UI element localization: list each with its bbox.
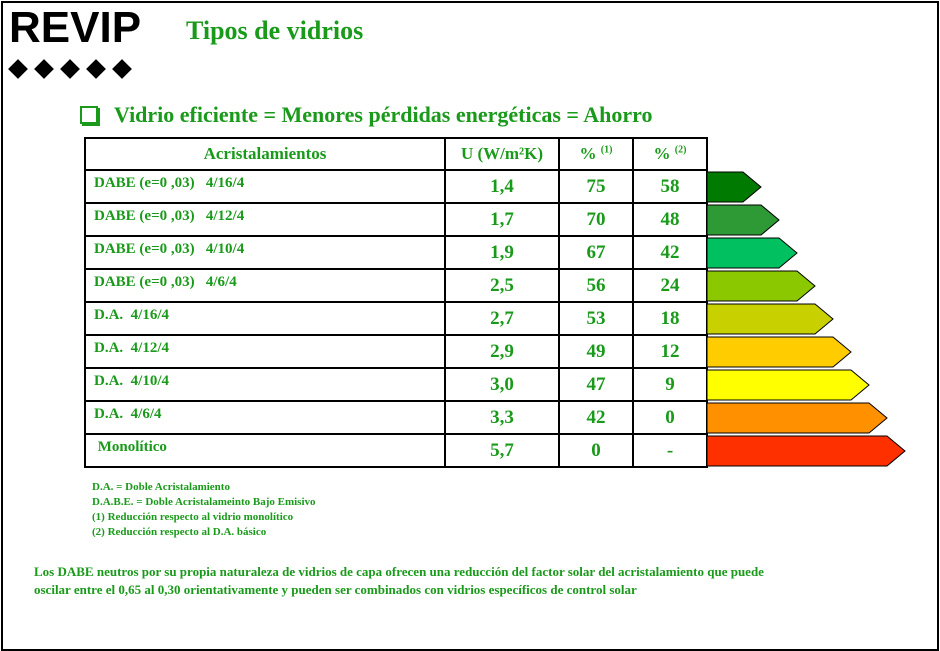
percent-2-cell: 48 (632, 202, 708, 237)
percent-1-cell: 0 (558, 433, 634, 468)
header-u-value: U (W/m²K) (444, 137, 560, 171)
note-da: D.A. = Doble Acristalamiento (92, 481, 230, 493)
u-value-cell: 2,5 (444, 268, 560, 303)
header-percent-1-note: (1) (600, 144, 613, 156)
energy-arrow (706, 237, 798, 269)
header-percent-1-text: % (579, 144, 597, 163)
glazing-name-cell: DABE (e=0 ,03) 4/16/4 (84, 169, 446, 204)
table-header-row: Acristalamientos U (W/m²K) % (1) % (2) (84, 137, 708, 171)
table-row: D.A. 4/16/4 2,7 53 18 (84, 301, 708, 336)
percent-1-cell: 53 (558, 301, 634, 336)
glazing-name: DABE (e=0 ,03) 4/16/4 (94, 175, 245, 191)
percent-2-cell: 9 (632, 367, 708, 402)
table-row: D.A. 4/10/4 3,0 47 9 (84, 367, 708, 402)
percent-1-cell: 49 (558, 334, 634, 369)
glazing-name-cell: DABE (e=0 ,03) 4/6/4 (84, 268, 446, 303)
energy-arrow (706, 336, 852, 368)
u-value-cell: 5,7 (444, 433, 560, 468)
glazing-name: Monolítico (94, 439, 167, 455)
table-row: DABE (e=0 ,03) 4/10/4 1,9 67 42 (84, 235, 708, 270)
u-value-cell: 1,7 (444, 202, 560, 237)
glazing-name-cell: D.A. 4/12/4 (84, 334, 446, 369)
subtitle-text: Vidrio eficiente = Menores pérdidas ener… (114, 102, 653, 127)
footer-line-1: Los DABE neutros por su propia naturalez… (34, 564, 764, 579)
header-percent-1: % (1) (558, 137, 634, 171)
glazing-name: DABE (e=0 ,03) 4/10/4 (94, 241, 245, 257)
energy-arrow (706, 171, 762, 203)
glazing-name: D.A. 4/12/4 (94, 340, 169, 356)
subtitle: Vidrio eficiente = Menores pérdidas ener… (80, 102, 653, 128)
glazing-name-cell: D.A. 4/16/4 (84, 301, 446, 336)
percent-2-cell: 18 (632, 301, 708, 336)
energy-arrow (706, 303, 834, 335)
u-value-cell: 1,4 (444, 169, 560, 204)
glazing-name-cell: D.A. 4/10/4 (84, 367, 446, 402)
table-row: DABE (e=0 ,03) 4/12/4 1,7 70 48 (84, 202, 708, 237)
page-title: Tipos de vidrios (186, 16, 364, 45)
percent-2-cell: - (632, 433, 708, 468)
percent-1-cell: 42 (558, 400, 634, 435)
energy-arrow (706, 369, 870, 401)
header-percent-2-text: % (653, 144, 671, 163)
u-value-cell: 2,9 (444, 334, 560, 369)
note-ref-1: (1) Reducción respecto al vidrio monolít… (92, 511, 294, 523)
percent-2-cell: 12 (632, 334, 708, 369)
footer-line-2: oscilar entre el 0,65 al 0,30 orientativ… (34, 582, 637, 597)
note-dabe: D.A.B.E. = Doble Acristalameinto Bajo Em… (92, 496, 316, 508)
glazing-name-cell: Monolítico (84, 433, 446, 468)
table-row: DABE (e=0 ,03) 4/16/4 1,4 75 58 (84, 169, 708, 204)
energy-arrow (706, 270, 816, 302)
header-glazing: Acristalamientos (84, 137, 446, 171)
percent-1-cell: 67 (558, 235, 634, 270)
table-row: D.A. 4/12/4 2,9 49 12 (84, 334, 708, 369)
glazing-table: Acristalamientos U (W/m²K) % (1) % (2) D… (84, 137, 708, 468)
glazing-name: D.A. 4/10/4 (94, 373, 169, 389)
u-value-cell: 3,3 (444, 400, 560, 435)
energy-arrow (706, 204, 780, 236)
notes: D.A. = Doble Acristalamiento D.A.B.E. = … (92, 480, 316, 540)
glazing-name: DABE (e=0 ,03) 4/6/4 (94, 274, 237, 290)
table-row: DABE (e=0 ,03) 4/6/4 2,5 56 24 (84, 268, 708, 303)
glazing-name-cell: D.A. 4/6/4 (84, 400, 446, 435)
note-ref-2: (2) Reducción respecto al D.A. básico (92, 526, 267, 538)
glazing-name-cell: DABE (e=0 ,03) 4/10/4 (84, 235, 446, 270)
energy-arrow (706, 435, 906, 467)
header-percent-2-note: (2) (674, 144, 687, 156)
u-value-cell: 3,0 (444, 367, 560, 402)
glazing-name-cell: DABE (e=0 ,03) 4/12/4 (84, 202, 446, 237)
u-value-cell: 1,9 (444, 235, 560, 270)
energy-arrow (706, 402, 888, 434)
percent-1-cell: 75 (558, 169, 634, 204)
revip-logo: REVIP (9, 3, 142, 52)
table-row: Monolítico 5,7 0- (84, 433, 708, 468)
percent-2-cell: 0 (632, 400, 708, 435)
percent-1-cell: 56 (558, 268, 634, 303)
percent-2-cell: 42 (632, 235, 708, 270)
glazing-name: D.A. 4/16/4 (94, 307, 169, 323)
header-percent-2: % (2) (632, 137, 708, 171)
percent-1-cell: 70 (558, 202, 634, 237)
percent-1-cell: 47 (558, 367, 634, 402)
checkbox-bullet-icon (80, 106, 98, 124)
footer-text: Los DABE neutros por su propia naturalez… (34, 563, 874, 599)
glazing-name: DABE (e=0 ,03) 4/12/4 (94, 208, 245, 224)
u-value-cell: 2,7 (444, 301, 560, 336)
percent-2-cell: 58 (632, 169, 708, 204)
table-row: D.A. 4/6/4 3,3 42 0 (84, 400, 708, 435)
percent-2-cell: 24 (632, 268, 708, 303)
glazing-name: D.A. 4/6/4 (94, 406, 162, 422)
